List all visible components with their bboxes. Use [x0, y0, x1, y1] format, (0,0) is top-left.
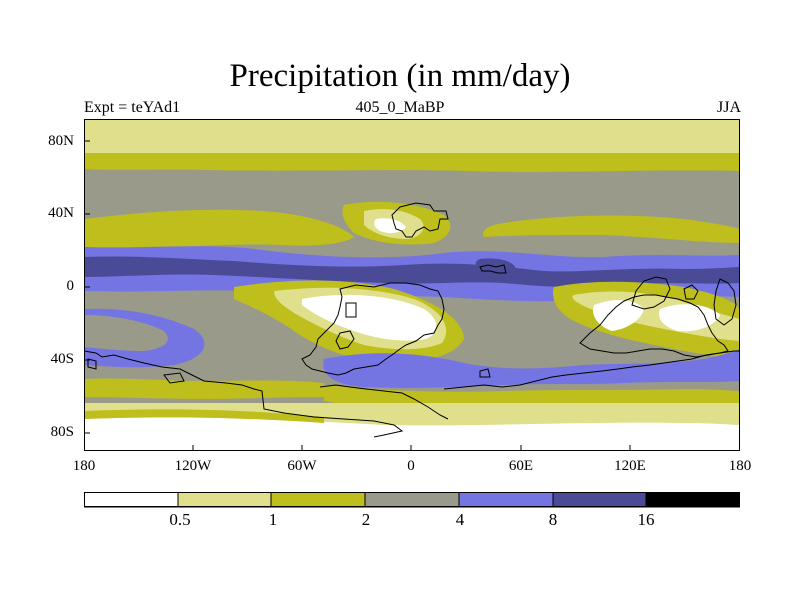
- field-band-arctic: [84, 119, 740, 153]
- colorbar-frame: [84, 492, 740, 507]
- colorbar-label: 4: [455, 510, 465, 529]
- field-desert-west: [302, 294, 437, 341]
- axis-ticks: [84, 140, 631, 451]
- colorbar-swatch: [364, 492, 460, 508]
- colorbar-label: 1: [268, 510, 278, 529]
- season-label: JJA: [716, 99, 741, 116]
- field-band-antarctic-rim: [84, 409, 324, 423]
- map-frame: [84, 119, 740, 451]
- x-tick-label: 120E: [614, 458, 646, 474]
- colorbar-label: 16: [637, 510, 655, 529]
- x-tick-label: 60W: [287, 458, 317, 474]
- field-band-subarctic: [84, 153, 740, 172]
- field-band-itcz-core: [84, 256, 740, 288]
- y-tick-label: 40S: [50, 351, 74, 367]
- coastline-west-islet: [163, 372, 185, 384]
- x-tick-label: 180: [72, 458, 96, 474]
- x-tick-label: 180: [728, 458, 752, 474]
- coastline-east-north: [631, 276, 671, 310]
- coastline-south-west: [84, 350, 404, 438]
- coastline-mid-islet: [479, 368, 491, 378]
- coastline-north: [391, 202, 449, 238]
- field-band-southpacific-core: [84, 315, 168, 351]
- field-southern-yellow-a: [84, 378, 324, 399]
- coastline-east-continent: [579, 294, 729, 358]
- field-stormtrack: [323, 349, 740, 388]
- coastline-gondwana-core: [301, 282, 445, 376]
- colorbar-swatch: [552, 492, 647, 508]
- x-tick-label: 60E: [508, 458, 534, 474]
- precipitation-contour-map: [84, 119, 740, 451]
- plot-title: Precipitation (in mm/day): [229, 58, 571, 94]
- colorbar-boxes: [84, 492, 740, 508]
- coastline-inlet: [335, 330, 355, 350]
- colorbar-swatch: [270, 492, 366, 508]
- coastline-lake: [345, 302, 357, 318]
- colorbar-swatch: [84, 492, 179, 508]
- y-tick-label: 80N: [48, 133, 74, 149]
- y-tick-label: 80S: [50, 424, 74, 440]
- field-patch-pacific: [84, 209, 354, 251]
- colorbar-label: 8: [548, 510, 558, 529]
- coastline-far-east: [713, 278, 737, 326]
- coastline-asia-small: [479, 264, 507, 274]
- coastline-east-island: [683, 284, 699, 300]
- field-band-midnorth: [84, 169, 740, 177]
- colorbar-swatch: [177, 492, 272, 508]
- colorbar-label: 0.5: [169, 510, 191, 529]
- field-cell-africa: [475, 258, 516, 274]
- y-tick-label: 40N: [48, 205, 74, 221]
- coastline-group: [84, 202, 740, 438]
- field-desert-east-b: [658, 304, 720, 332]
- field-desert-east-a: [593, 300, 644, 331]
- colorbar: [84, 492, 740, 508]
- coastline-west-island: [87, 358, 97, 370]
- field-patch-asia: [482, 215, 740, 243]
- time-label: 405_0_MaBP: [355, 99, 445, 116]
- coastline-south-mid: [319, 384, 449, 420]
- experiment-label: Expt = teYAd1: [84, 99, 181, 116]
- colorbar-swatch: [645, 492, 740, 508]
- y-tick-label: 0: [66, 278, 75, 294]
- colorbar-swatch: [458, 492, 554, 508]
- colorbar-label: 2: [361, 510, 371, 529]
- x-tick-label: 120W: [174, 458, 212, 474]
- field-band-antarctic-dry: [84, 417, 740, 451]
- x-tick-label: 0: [407, 458, 415, 474]
